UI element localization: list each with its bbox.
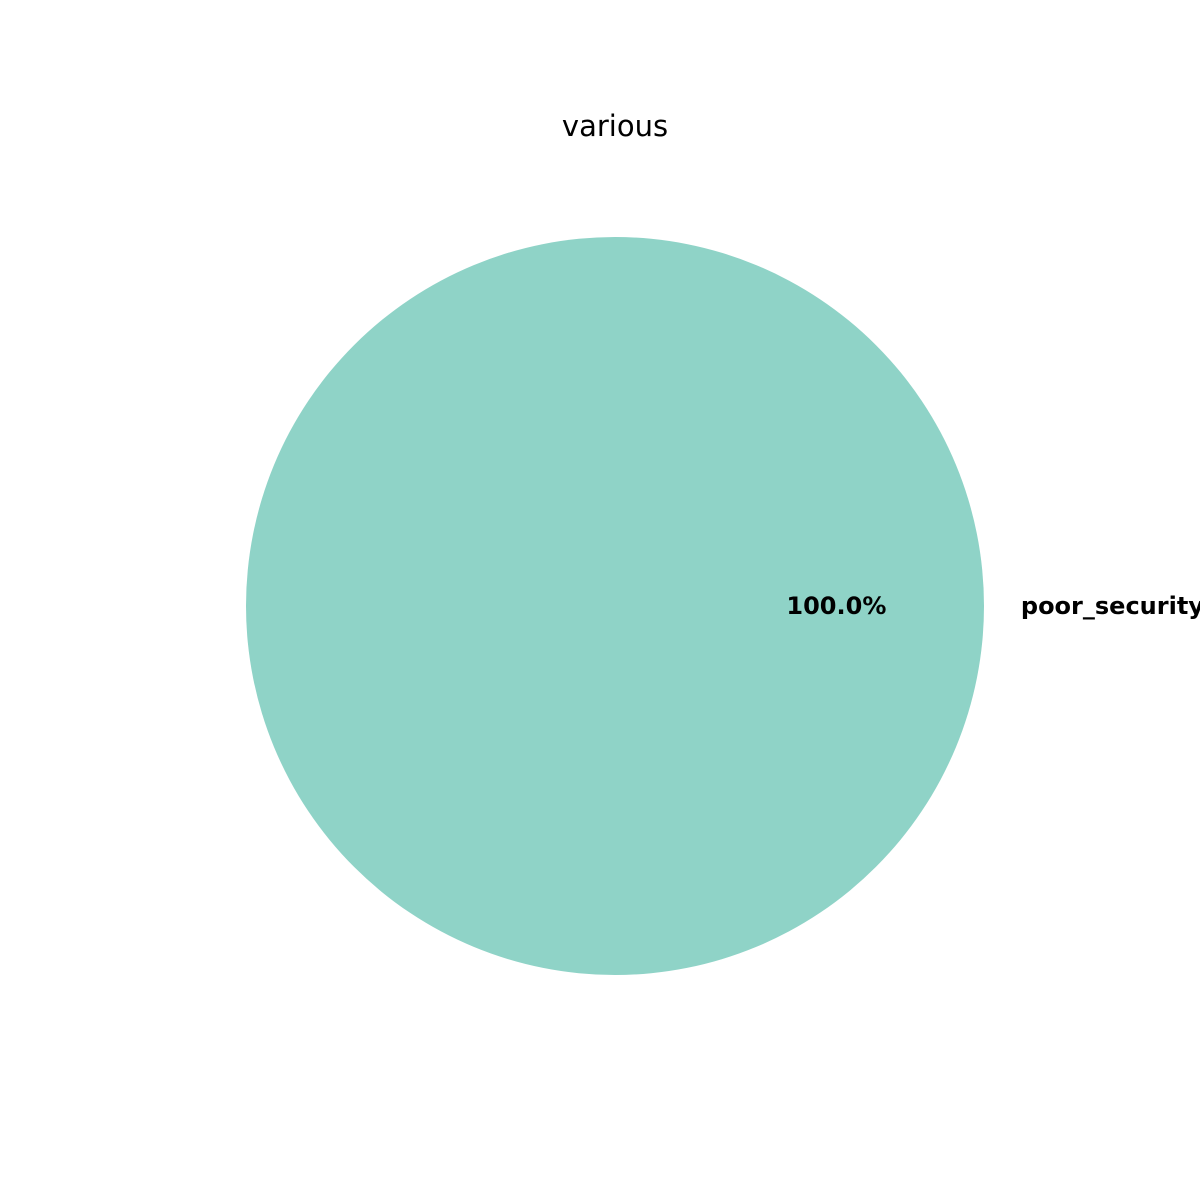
chart-title: various (562, 109, 668, 143)
pie-labels: poor_security 100.0% (786, 592, 1200, 620)
pie-slices (246, 237, 984, 975)
slice-percent-label: 100.0% (786, 592, 886, 620)
slice-label: poor_security (1021, 592, 1200, 620)
pie-slice-poor-security (246, 237, 984, 975)
